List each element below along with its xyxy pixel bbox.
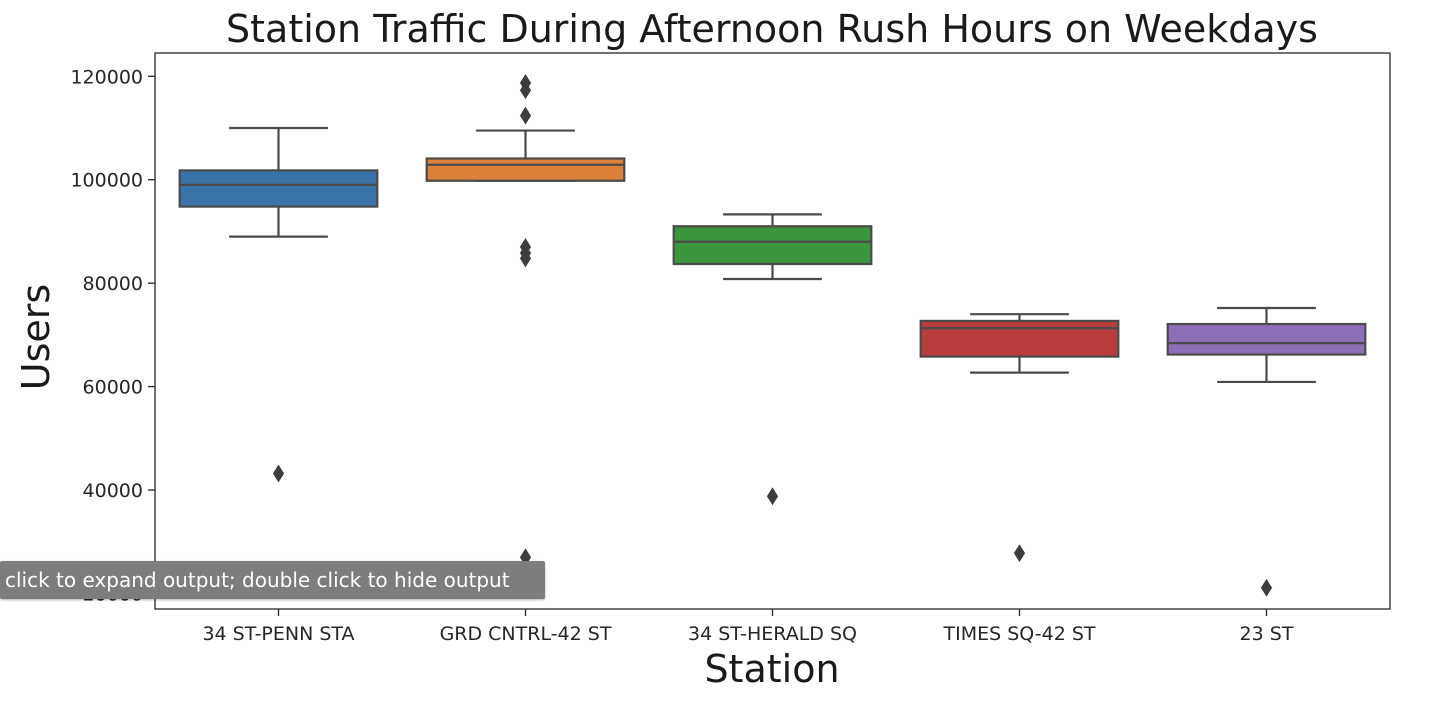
x-tick-label: TIMES SQ-42 ST — [943, 623, 1096, 645]
x-tick-label: GRD CNTRL-42 ST — [440, 623, 612, 645]
x-tick-label: 34 ST-HERALD SQ — [688, 623, 857, 645]
outlier-point — [519, 106, 532, 125]
y-tick-label: 100000 — [70, 170, 143, 192]
y-axis: 20000400006000080000100000120000 — [70, 66, 155, 605]
box — [672, 225, 873, 266]
x-axis-label: Station — [704, 647, 839, 691]
box — [919, 319, 1120, 358]
y-tick-label: 60000 — [83, 377, 143, 399]
x-tick-label: 34 ST-PENN STA — [202, 623, 354, 645]
box — [1166, 322, 1367, 356]
x-axis: 34 ST-PENN STA GRD CNTRL-42 ST 34 ST-HERAL… — [202, 609, 1294, 645]
y-tick-label: 40000 — [83, 480, 143, 502]
y-tick-label: 80000 — [83, 273, 143, 295]
outlier-point — [1260, 578, 1273, 597]
box-group — [1166, 306, 1367, 597]
box-group — [178, 126, 379, 483]
plot-area — [178, 74, 1367, 597]
outlier-point — [1013, 544, 1026, 563]
box — [425, 157, 626, 182]
box-group — [672, 213, 873, 506]
box-group — [425, 74, 626, 567]
chart-title: Station Traffic During Afternoon Rush Ho… — [226, 7, 1318, 51]
outlier-point — [519, 81, 532, 100]
box-group — [919, 313, 1120, 563]
box — [178, 169, 379, 208]
y-axis-label: Users — [14, 284, 58, 390]
outlier-point — [766, 487, 779, 506]
x-tick-label: 23 ST — [1240, 623, 1294, 645]
outlier-point — [519, 249, 532, 268]
outlier-point — [272, 464, 285, 483]
y-tick-label: 120000 — [70, 66, 143, 88]
tooltip-text: click to expand output; double click to … — [5, 568, 510, 592]
expand-output-tooltip[interactable]: click to expand output; double click to … — [0, 561, 545, 599]
